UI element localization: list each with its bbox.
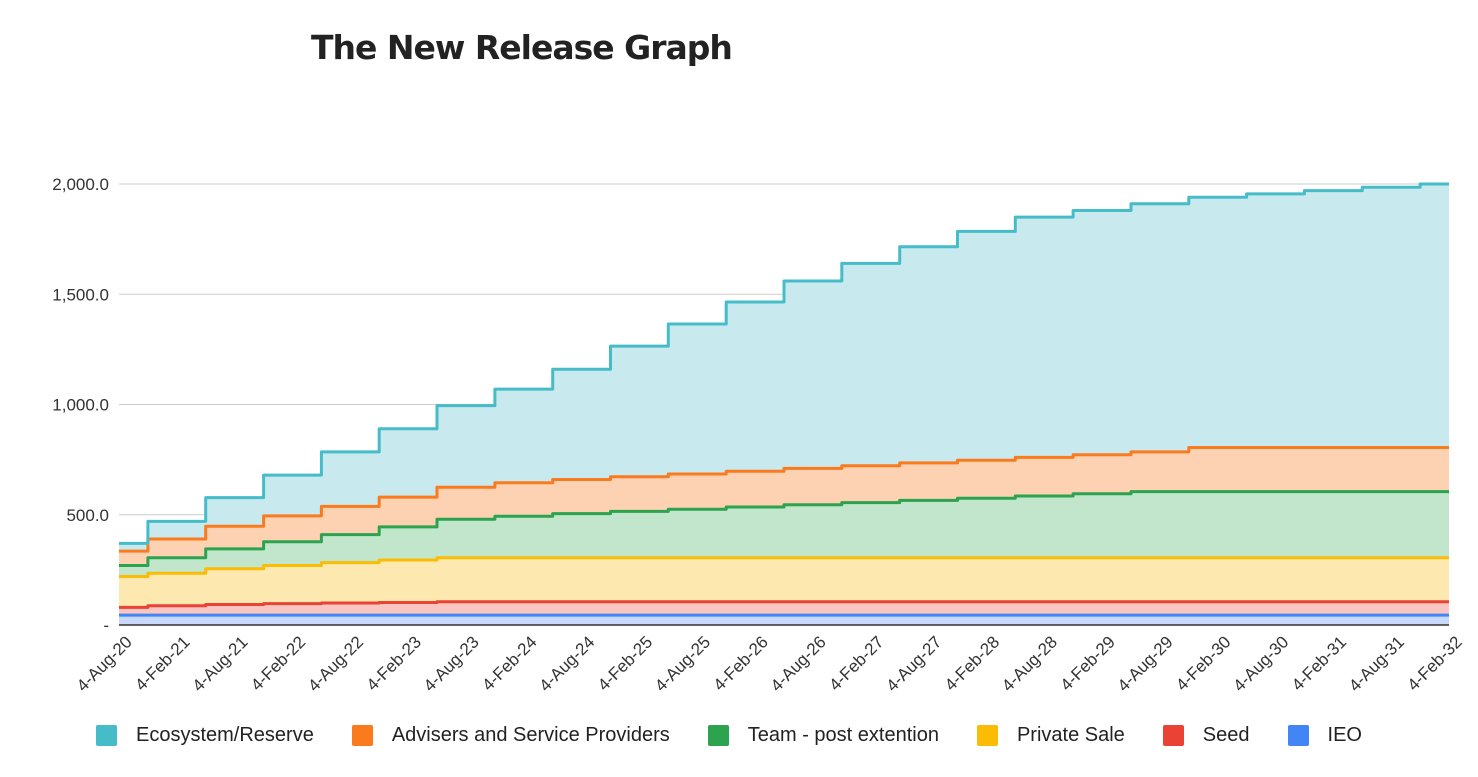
x-tick-label: 4-Feb-28 bbox=[941, 632, 1003, 694]
x-tick-label: 4-Aug-20 bbox=[73, 632, 136, 695]
line-private-sale bbox=[119, 556, 1449, 578]
x-tick-label: 4-Feb-21 bbox=[131, 632, 193, 694]
area-private-sale bbox=[119, 557, 1449, 608]
series-lines bbox=[119, 182, 1449, 617]
y-tick-label: 1,500.0 bbox=[52, 285, 109, 304]
x-tick-label: 4-Feb-29 bbox=[1057, 632, 1119, 694]
line-advisers-and-service-providers bbox=[119, 446, 1449, 553]
y-axis-ticks: - 500.0 1,000.0 1,500.0 2,000.0 bbox=[52, 175, 109, 635]
legend-item-team-post-extention: Team - post extention bbox=[707, 724, 939, 747]
x-tick-label: 4-Aug-31 bbox=[1345, 632, 1408, 695]
area-ieo bbox=[119, 615, 1449, 625]
legend-swatch bbox=[707, 725, 729, 746]
y-tick-label: - bbox=[103, 616, 109, 635]
legend-item-advisers-and-service-providers: Advisers and Service Providers bbox=[351, 724, 670, 747]
legend-label: IEO bbox=[1327, 724, 1362, 746]
x-tick-label: 4-Feb-24 bbox=[478, 632, 540, 694]
area-seed bbox=[119, 601, 1449, 616]
legend-item-ieo: IEO bbox=[1287, 724, 1362, 747]
legend-swatch bbox=[1162, 725, 1184, 746]
legend-item-private-sale: Private Sale bbox=[976, 724, 1125, 747]
x-tick-label: 4-Feb-32 bbox=[1404, 632, 1466, 694]
chart-title: The New Release Graph bbox=[311, 28, 733, 67]
y-tick-label: 2,000.0 bbox=[52, 175, 109, 194]
area-ecosystem-reserve bbox=[119, 184, 1449, 552]
x-tick-label: 4-Feb-26 bbox=[710, 632, 772, 694]
legend-swatch bbox=[96, 725, 117, 746]
x-tick-label: 4-Feb-23 bbox=[363, 632, 425, 694]
x-tick-label: 4-Aug-29 bbox=[1114, 632, 1177, 695]
legend-label: Private Sale bbox=[1016, 724, 1125, 746]
y-tick-label: 1,000.0 bbox=[52, 396, 109, 415]
y-tick-label: 500.0 bbox=[66, 506, 109, 525]
x-tick-label: 4-Feb-30 bbox=[1172, 632, 1234, 694]
x-tick-label: 4-Feb-22 bbox=[247, 632, 309, 694]
x-tick-label: 4-Aug-27 bbox=[883, 632, 946, 695]
line-seed bbox=[119, 600, 1449, 609]
legend: Ecosystem/Reserve Advisers and Service Pr… bbox=[96, 724, 1400, 747]
x-tick-label: 4-Feb-31 bbox=[1288, 632, 1350, 694]
x-tick-label: 4-Aug-25 bbox=[651, 632, 714, 695]
x-tick-label: 4-Aug-23 bbox=[420, 632, 483, 695]
legend-label: Seed bbox=[1202, 724, 1250, 746]
legend-swatch bbox=[976, 725, 998, 746]
legend-label: Team - post extention bbox=[747, 724, 939, 746]
line-ecosystem-reserve bbox=[119, 182, 1449, 545]
x-tick-label: 4-Aug-22 bbox=[304, 632, 367, 695]
x-tick-label: 4-Aug-30 bbox=[1229, 632, 1292, 695]
x-tick-label: 4-Aug-24 bbox=[536, 632, 599, 695]
x-tick-label: 4-Feb-25 bbox=[594, 632, 656, 694]
legend-swatch bbox=[351, 725, 373, 746]
x-tick-label: 4-Aug-26 bbox=[767, 632, 830, 695]
legend-label: Ecosystem/Reserve bbox=[136, 724, 314, 746]
legend-label: Advisers and Service Providers bbox=[391, 724, 670, 746]
x-tick-label: 4-Aug-21 bbox=[189, 632, 252, 695]
x-axis-ticks: 4-Aug-204-Feb-214-Aug-214-Feb-224-Aug-22… bbox=[73, 632, 1466, 695]
x-tick-label: 4-Aug-28 bbox=[998, 632, 1061, 695]
legend-item-ecosystem-reserve: Ecosystem/Reserve bbox=[96, 724, 314, 747]
area-team-post-extention bbox=[119, 491, 1449, 577]
x-tick-label: 4-Feb-27 bbox=[825, 632, 887, 694]
legend-swatch bbox=[1287, 725, 1309, 746]
legend-item-seed: Seed bbox=[1162, 724, 1250, 747]
line-team-post-extention bbox=[119, 490, 1449, 567]
